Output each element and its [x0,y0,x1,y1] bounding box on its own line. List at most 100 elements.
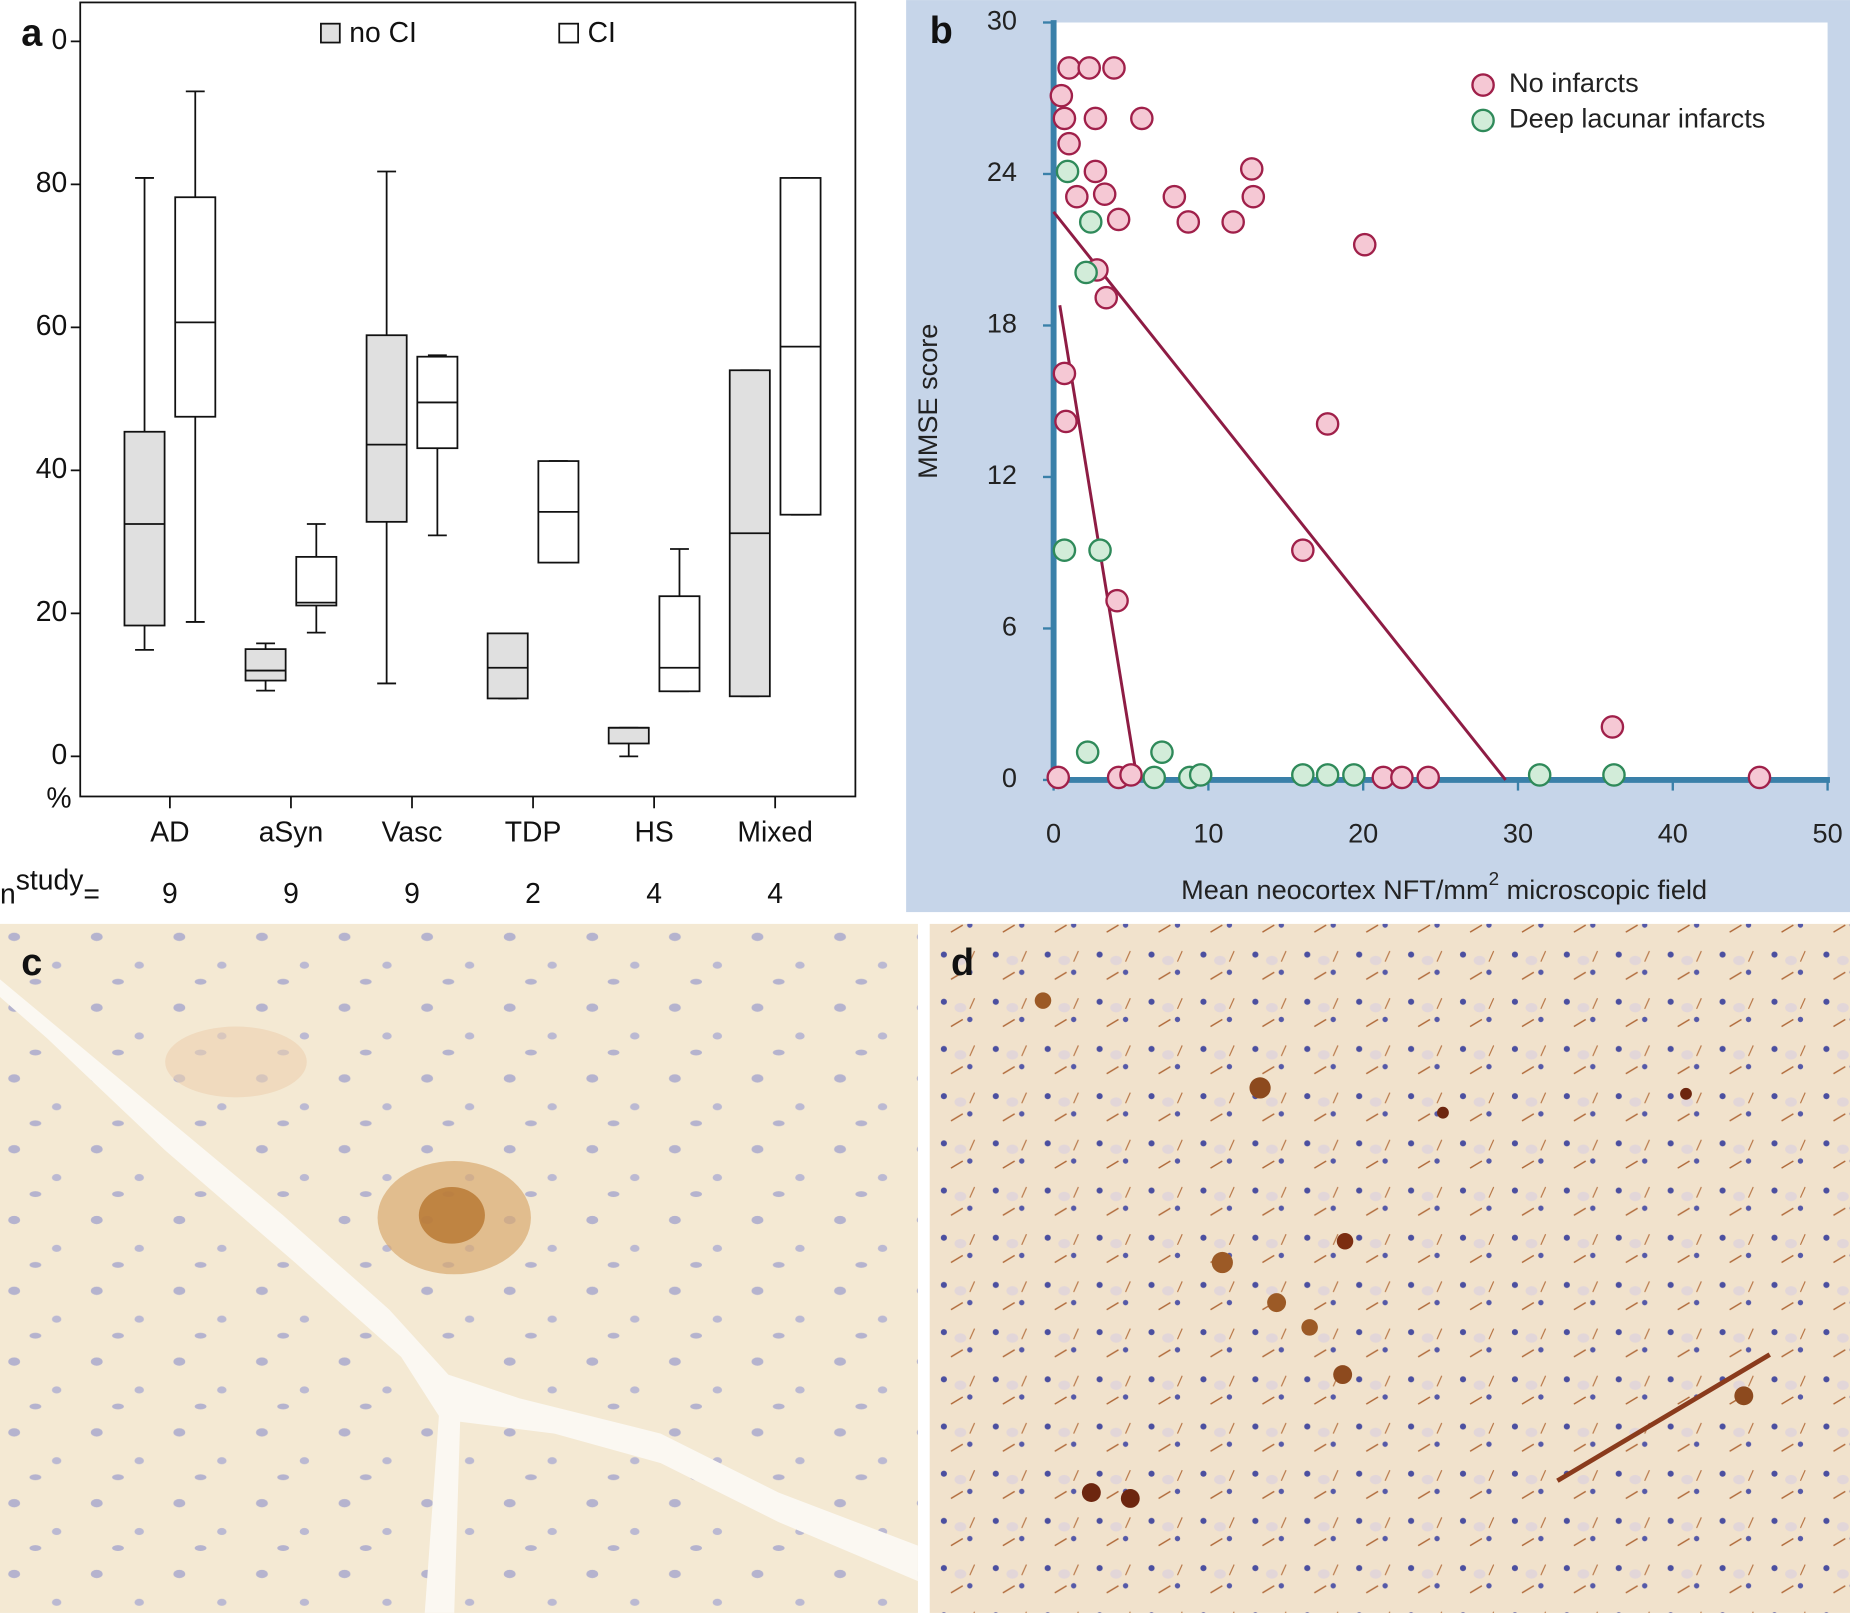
point [1315,763,1340,787]
point [1315,412,1340,436]
point [1241,184,1266,209]
x-axis-label: Mean neocortex NFT/mm2 microscopic field [1181,868,1707,905]
point [1119,763,1143,787]
point [1150,740,1174,764]
legend-label: Deep lacunar infarcts [1509,103,1765,134]
x-tick-label: Mixed [737,816,812,848]
point [1065,184,1089,209]
point [1527,763,1552,787]
legend-swatch [558,22,580,44]
box [123,177,166,651]
y-tick-label: 6 [1002,611,1017,642]
plot-frame [79,1,857,798]
point [1342,763,1366,787]
box [607,726,650,758]
x-tick-label: 40 [1658,818,1688,849]
x-tick-label: AD [150,816,189,848]
x-tick-label: HS [634,816,673,848]
x-tick-label: 20 [1348,818,1378,849]
point [1083,106,1108,131]
point [1291,763,1315,787]
y-tick-label: 0 [1002,762,1017,793]
x-axis-label-sup: 2 [1489,868,1500,889]
y-tick-label: 80 [36,166,67,198]
point [1092,182,1117,206]
point [1291,538,1315,562]
box [174,90,217,623]
point [1239,157,1264,181]
point [1078,210,1103,234]
y-tick-label: 12 [987,459,1017,490]
legend-marker [1471,73,1495,97]
legend-swatch [320,22,341,44]
legend-label: CI [588,16,616,48]
legend-marker [1471,108,1495,133]
n-value: 2 [525,877,541,909]
y-tick-label: 20 [36,595,67,627]
n-label: nstudy= [0,864,100,910]
y-tick-label: 0 [52,738,68,770]
box-body [658,595,701,693]
point [1075,740,1100,764]
x-axis-label-base: Mean neocortex NFT/mm [1181,874,1489,905]
point [1083,159,1108,184]
n-value: 4 [646,877,662,909]
point [1052,538,1077,562]
point [1105,588,1129,613]
point [1162,184,1187,209]
x-tick-label: aSyn [259,816,324,848]
point [1077,56,1102,80]
point [1602,763,1626,787]
box-body [486,632,529,700]
y-tick-label: 60 [36,309,67,341]
panel-label: d [951,941,974,983]
point [1106,207,1131,232]
y-axis-label: % [46,781,71,813]
box [537,460,580,564]
box-body [365,334,408,523]
point [1094,285,1119,310]
n-label-sup: study [16,864,84,896]
point [1057,131,1081,156]
point [1416,765,1441,790]
point [1046,765,1071,790]
x-tick-label: Vasc [382,816,443,848]
plot-area [1053,22,1828,780]
point [1054,409,1078,434]
point [1221,210,1245,234]
y-tick-label: 40 [36,452,67,484]
box-body [244,648,287,682]
box [365,170,408,685]
micrograph-d [929,923,1850,1613]
point [1049,83,1074,108]
box-body [607,726,650,745]
x-tick-label: 50 [1812,818,1842,849]
panel-label: c [21,941,42,983]
panel-label: a [21,11,43,53]
point [1052,361,1077,386]
x-tick-label: 30 [1503,818,1533,849]
y-tick-label: 18 [987,308,1017,339]
point [1176,210,1201,234]
point [1055,159,1080,184]
legend-label: No infarcts [1509,67,1639,98]
n-value: 9 [283,877,299,909]
box [244,642,287,692]
n-value: 9 [404,877,420,909]
micrograph-c [0,923,918,1613]
y-tick-label: 0 [52,23,68,55]
y-axis-label: MMSE score [912,324,943,479]
point [1142,765,1167,790]
point [1188,763,1213,787]
point [1102,56,1126,80]
y-tick-label: 30 [987,5,1017,36]
point [1130,106,1154,131]
point [1057,56,1081,80]
box-body [123,430,166,627]
x-axis-label-suffix: microscopic field [1499,874,1707,905]
n-label-suffix: = [83,878,100,910]
box-body [174,196,217,418]
panel-label: b [930,9,953,51]
point [1390,765,1414,790]
